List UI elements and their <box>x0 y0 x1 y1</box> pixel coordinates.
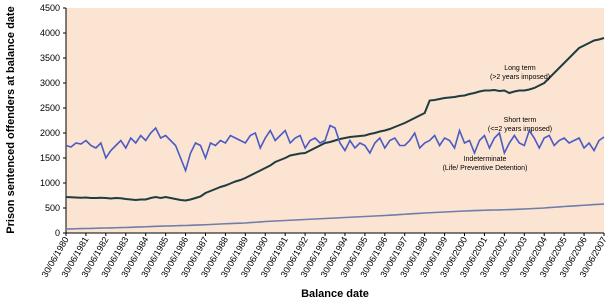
series-label: (Life/ Preventive Detention) <box>443 165 528 172</box>
x-axis-title: Balance date <box>301 288 369 300</box>
series-label: Indeterminate <box>464 156 507 163</box>
y-tick-label: 2000 <box>40 128 60 138</box>
series-line <box>65 124 605 173</box>
series-label: Short term <box>504 117 537 124</box>
y-tick-label: 4000 <box>40 28 60 38</box>
series-label: Long term <box>504 65 536 72</box>
y-tick-label: 0 <box>55 228 60 238</box>
y-tick-label: 3500 <box>40 53 60 63</box>
series-label: (>2 years imposed) <box>490 74 550 81</box>
y-tick-label: 2500 <box>40 103 60 113</box>
y-axis-title: Prison sentenced offenders at balance da… <box>5 6 17 233</box>
y-tick-label: 500 <box>45 203 60 213</box>
plot-area <box>66 8 604 233</box>
series-line <box>65 37 605 202</box>
y-tick-label: 1500 <box>40 153 60 163</box>
y-tick-label: 3000 <box>40 78 60 88</box>
y-tick-label: 4500 <box>40 3 60 13</box>
series-line <box>65 203 605 230</box>
y-tick-label: 1000 <box>40 178 60 188</box>
series-label: (<=2 years imposed) <box>488 126 552 133</box>
